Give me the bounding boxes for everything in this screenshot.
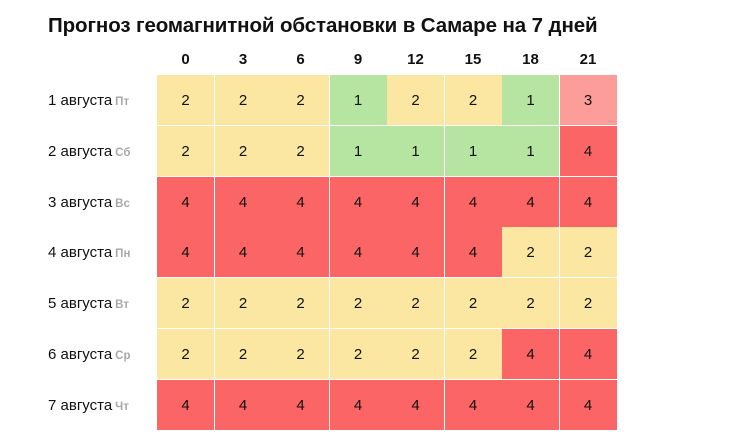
row-date-label: 6 августа Ср [48, 329, 131, 380]
kp-cell: 2 [214, 125, 273, 177]
kp-cell: 4 [502, 329, 560, 380]
kp-cell: 2 [272, 278, 330, 330]
kp-cell: 4 [329, 379, 388, 431]
kp-cell: 4 [157, 379, 215, 431]
page-title: Прогноз геомагнитной обстановки в Самаре… [48, 14, 598, 37]
kp-cell: 4 [272, 227, 330, 279]
kp-cell: 2 [444, 329, 503, 380]
weekday-text: Вт [115, 299, 129, 312]
kp-cell: 3 [559, 75, 618, 126]
row-date-label: 3 августа Вс [48, 177, 130, 228]
kp-cell: 1 [329, 125, 388, 177]
kp-cell: 2 [559, 227, 618, 279]
date-text: 2 августа [48, 142, 113, 160]
kp-cell: 4 [387, 379, 445, 431]
hour-header: 15 [464, 51, 482, 68]
kp-cell: 4 [272, 176, 330, 228]
kp-cell: 2 [387, 329, 445, 380]
kp-cell: 2 [502, 227, 560, 279]
kp-cell: 4 [559, 329, 618, 380]
kp-cell: 4 [502, 176, 560, 228]
kp-cell: 4 [157, 227, 215, 279]
row-date-label: 7 августа Чт [48, 380, 129, 431]
kp-cell: 1 [387, 125, 445, 177]
kp-cell: 4 [387, 227, 445, 279]
kp-cell: 4 [444, 227, 503, 279]
kp-cell: 4 [387, 176, 445, 228]
kp-cell: 2 [272, 125, 330, 177]
kp-cell: 4 [272, 379, 330, 431]
kp-cell: 4 [444, 379, 503, 431]
kp-cell: 2 [157, 329, 215, 380]
hour-header: 0 [181, 51, 190, 68]
date-text: 4 августа [48, 244, 113, 262]
hour-header: 21 [579, 51, 597, 68]
kp-cell: 2 [157, 278, 215, 330]
kp-cell: 2 [387, 75, 445, 126]
kp-cell: 2 [329, 329, 388, 380]
kp-cell: 1 [502, 75, 560, 126]
kp-cell: 2 [272, 75, 330, 126]
row-date-label: 5 августа Вт [48, 278, 129, 329]
date-text: 5 августа [48, 295, 113, 313]
date-text: 6 августа [48, 346, 113, 363]
weekday-text: Ср [115, 350, 131, 362]
hour-header: 3 [238, 51, 248, 68]
kp-cell: 4 [444, 176, 503, 228]
kp-cell: 2 [214, 278, 273, 330]
kp-cell: 4 [502, 379, 560, 431]
row-date-label: 1 августа Пт [48, 75, 129, 126]
hour-header: 18 [522, 51, 539, 68]
weekday-text: Вс [115, 197, 130, 210]
kp-cell: 2 [502, 278, 560, 330]
kp-cell: 4 [559, 125, 618, 177]
weekday-text: Чт [115, 400, 129, 413]
kp-cell: 4 [214, 379, 273, 431]
kp-cell: 2 [559, 278, 618, 330]
kp-cell: 2 [214, 75, 273, 126]
kp-cell: 2 [214, 329, 273, 380]
kp-cell: 1 [329, 75, 388, 126]
kp-cell: 4 [329, 227, 388, 279]
kp-cell: 2 [444, 278, 503, 330]
date-text: 3 августа [48, 193, 113, 211]
date-text: 7 августа [48, 396, 113, 414]
hour-header: 6 [296, 51, 305, 68]
kp-cell: 2 [272, 329, 330, 380]
kp-cell: 2 [157, 75, 215, 126]
row-date-label: 2 августа Сб [48, 126, 130, 177]
kp-cell: 4 [214, 227, 273, 279]
weekday-text: Пт [115, 96, 130, 108]
kp-cell: 4 [559, 379, 618, 431]
row-date-label: 4 августа Пн [48, 227, 130, 278]
kp-cell: 4 [329, 176, 388, 228]
kp-cell: 4 [214, 176, 273, 228]
kp-cell: 2 [329, 278, 388, 330]
kp-cell: 4 [559, 176, 618, 228]
weekday-text: Пн [115, 248, 131, 261]
hour-header: 12 [407, 51, 424, 68]
kp-cell: 2 [157, 125, 215, 177]
date-text: 1 августа [48, 92, 113, 109]
hour-header: 9 [353, 51, 363, 68]
kp-cell: 2 [444, 75, 503, 126]
kp-cell: 4 [157, 176, 215, 228]
kp-cell: 1 [502, 125, 560, 177]
weekday-text: Сб [115, 146, 131, 159]
kp-cell: 2 [387, 278, 445, 330]
kp-cell: 1 [444, 125, 503, 177]
